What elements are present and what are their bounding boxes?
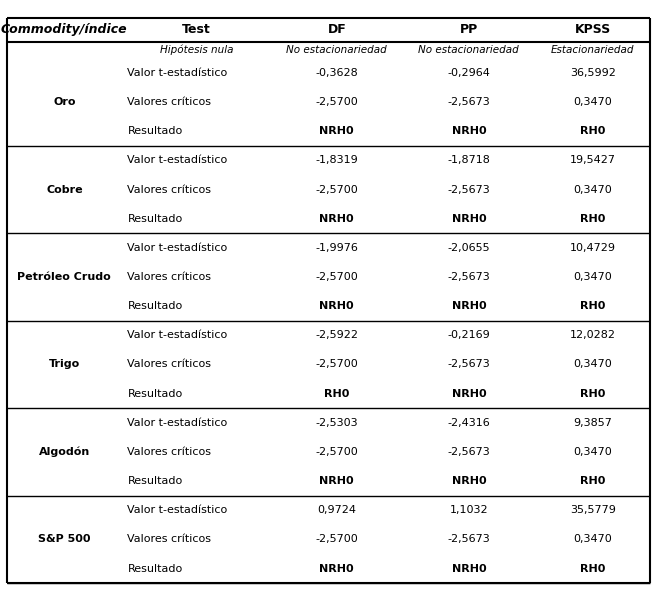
Text: RH0: RH0 <box>324 389 350 399</box>
Text: Trigo: Trigo <box>49 359 80 369</box>
Text: Valor t-estadístico: Valor t-estadístico <box>127 243 227 253</box>
Text: PP: PP <box>460 23 478 36</box>
Text: No estacionariedad: No estacionariedad <box>286 45 387 55</box>
Text: Resultado: Resultado <box>127 126 183 136</box>
Text: 0,3470: 0,3470 <box>574 447 612 457</box>
Text: 10,4729: 10,4729 <box>570 243 616 253</box>
Text: Valores críticos: Valores críticos <box>127 534 212 544</box>
Text: -0,3628: -0,3628 <box>315 68 358 78</box>
Text: Resultado: Resultado <box>127 214 183 224</box>
Text: RH0: RH0 <box>580 476 605 486</box>
Text: -2,5673: -2,5673 <box>447 272 490 282</box>
Text: Valor t-estadístico: Valor t-estadístico <box>127 505 227 515</box>
Text: 0,9724: 0,9724 <box>317 505 356 515</box>
Text: 12,0282: 12,0282 <box>570 330 616 340</box>
Text: RH0: RH0 <box>580 214 605 224</box>
Text: Valores críticos: Valores críticos <box>127 447 212 457</box>
Text: Hipótesis nula: Hipótesis nula <box>160 45 233 55</box>
Text: -1,8718: -1,8718 <box>447 155 490 165</box>
Text: -2,5303: -2,5303 <box>315 418 358 428</box>
Text: 36,5992: 36,5992 <box>570 68 616 78</box>
Text: S&P 500: S&P 500 <box>38 534 91 544</box>
Text: NRH0: NRH0 <box>451 214 486 224</box>
Text: NRH0: NRH0 <box>451 563 486 574</box>
Text: -2,0655: -2,0655 <box>447 243 490 253</box>
Text: RH0: RH0 <box>580 389 605 399</box>
Text: NRH0: NRH0 <box>451 126 486 136</box>
Text: -2,5700: -2,5700 <box>315 184 358 195</box>
Text: 0,3470: 0,3470 <box>574 272 612 282</box>
Text: -2,5673: -2,5673 <box>447 534 490 544</box>
Text: Test: Test <box>182 23 211 36</box>
Text: NRH0: NRH0 <box>451 301 486 311</box>
Text: Valor t-estadístico: Valor t-estadístico <box>127 155 227 165</box>
Text: Valor t-estadístico: Valor t-estadístico <box>127 330 227 340</box>
Text: Algodón: Algodón <box>39 447 90 457</box>
Text: Valor t-estadístico: Valor t-estadístico <box>127 418 227 428</box>
Text: Petróleo Crudo: Petróleo Crudo <box>18 272 111 282</box>
Text: DF: DF <box>327 23 346 36</box>
Text: 0,3470: 0,3470 <box>574 184 612 195</box>
Text: -2,5673: -2,5673 <box>447 97 490 107</box>
Text: Commodity/índice: Commodity/índice <box>1 23 127 36</box>
Text: 35,5779: 35,5779 <box>570 505 616 515</box>
Text: RH0: RH0 <box>580 563 605 574</box>
Text: -2,5700: -2,5700 <box>315 272 358 282</box>
Text: -2,5922: -2,5922 <box>315 330 358 340</box>
Text: -2,5700: -2,5700 <box>315 447 358 457</box>
Text: -2,5673: -2,5673 <box>447 359 490 369</box>
Text: NRH0: NRH0 <box>319 301 354 311</box>
Text: 0,3470: 0,3470 <box>574 97 612 107</box>
Text: NRH0: NRH0 <box>319 563 354 574</box>
Text: NRH0: NRH0 <box>319 214 354 224</box>
Text: -2,5673: -2,5673 <box>447 447 490 457</box>
Text: No estacionariedad: No estacionariedad <box>419 45 519 55</box>
Text: 0,3470: 0,3470 <box>574 359 612 369</box>
Text: KPSS: KPSS <box>574 23 611 36</box>
Text: -1,9976: -1,9976 <box>315 243 358 253</box>
Text: Cobre: Cobre <box>46 184 83 195</box>
Text: -2,5700: -2,5700 <box>315 534 358 544</box>
Text: -0,2169: -0,2169 <box>447 330 490 340</box>
Text: RH0: RH0 <box>580 301 605 311</box>
Text: -2,5700: -2,5700 <box>315 97 358 107</box>
Text: Resultado: Resultado <box>127 563 183 574</box>
Text: Valores críticos: Valores críticos <box>127 272 212 282</box>
Text: -0,2964: -0,2964 <box>447 68 490 78</box>
Text: Resultado: Resultado <box>127 389 183 399</box>
Text: NRH0: NRH0 <box>319 126 354 136</box>
Text: Valores críticos: Valores críticos <box>127 184 212 195</box>
Text: RH0: RH0 <box>580 126 605 136</box>
Text: 1,1032: 1,1032 <box>449 505 488 515</box>
Text: NRH0: NRH0 <box>319 476 354 486</box>
Text: Estacionariedad: Estacionariedad <box>551 45 635 55</box>
Text: -2,5700: -2,5700 <box>315 359 358 369</box>
Text: 0,3470: 0,3470 <box>574 534 612 544</box>
Text: 9,3857: 9,3857 <box>573 418 612 428</box>
Text: NRH0: NRH0 <box>451 389 486 399</box>
Text: Resultado: Resultado <box>127 301 183 311</box>
Text: Resultado: Resultado <box>127 476 183 486</box>
Text: Valores críticos: Valores críticos <box>127 359 212 369</box>
Text: 19,5427: 19,5427 <box>570 155 616 165</box>
Text: -2,5673: -2,5673 <box>447 184 490 195</box>
Text: -1,8319: -1,8319 <box>315 155 358 165</box>
Text: Oro: Oro <box>53 97 76 107</box>
Text: NRH0: NRH0 <box>451 476 486 486</box>
Text: Valor t-estadístico: Valor t-estadístico <box>127 68 227 78</box>
Text: -2,4316: -2,4316 <box>447 418 490 428</box>
Text: Valores críticos: Valores críticos <box>127 97 212 107</box>
